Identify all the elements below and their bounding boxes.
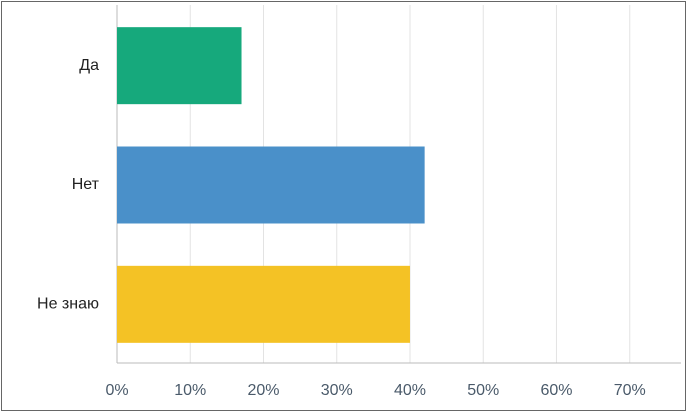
bar	[117, 27, 242, 105]
y-tick-label: Не знаю	[37, 296, 99, 313]
x-tick-label: 60%	[540, 382, 572, 399]
x-tick-label: 0%	[105, 382, 128, 399]
bar	[117, 265, 410, 343]
x-tick-label: 20%	[247, 382, 279, 399]
x-tick-label: 30%	[321, 382, 353, 399]
bar	[117, 146, 425, 224]
y-tick-label: Да	[79, 57, 99, 74]
y-tick-label: Нет	[72, 176, 100, 193]
x-tick-label: 40%	[394, 382, 426, 399]
x-tick-label: 50%	[467, 382, 499, 399]
x-tick-label: 10%	[174, 382, 206, 399]
x-tick-label: 70%	[614, 382, 646, 399]
